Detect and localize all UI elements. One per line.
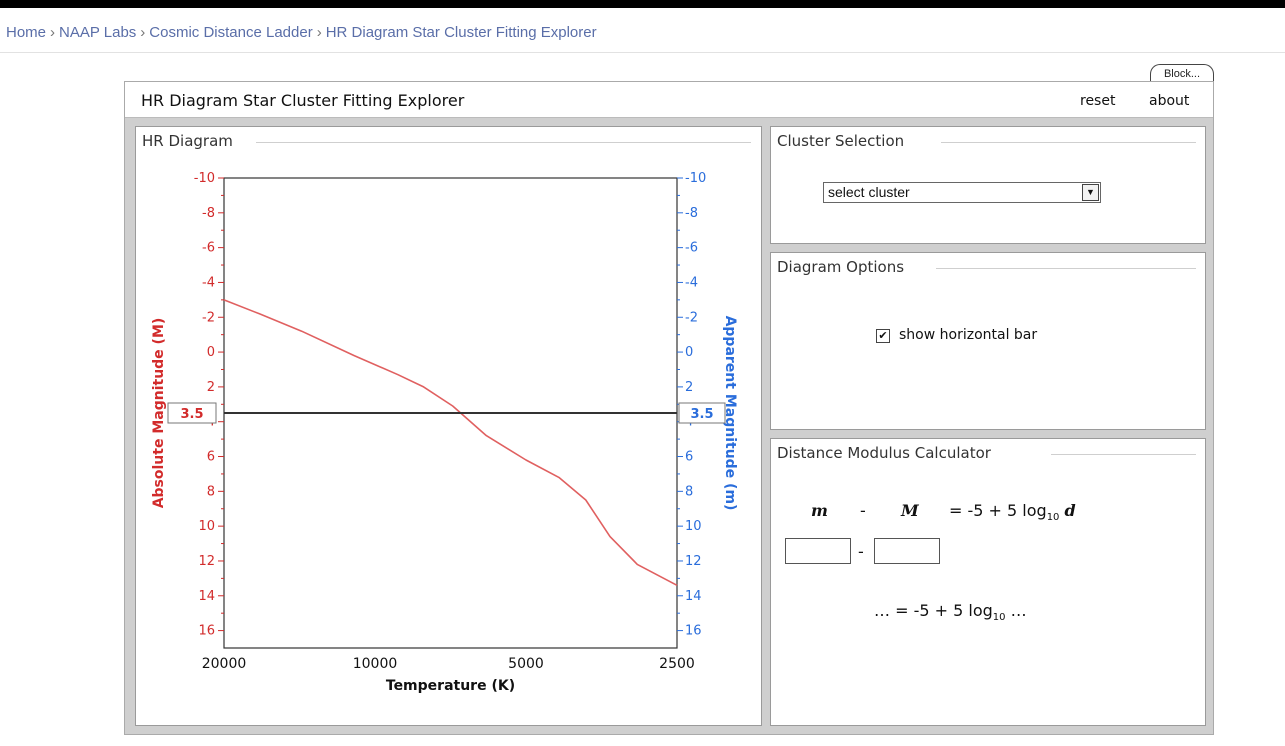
breadcrumb: Home › NAAP Labs › Cosmic Distance Ladder › HR… [6, 24, 597, 41]
y-tick-label-right: -8 [685, 206, 698, 221]
y-tick-label-left: 12 [198, 554, 215, 569]
simulator-window: HR Diagram Star Cluster Fitting Explorer… [124, 81, 1214, 735]
y-tick-label-left: 16 [198, 624, 215, 639]
y-tick-label-left: 8 [207, 484, 215, 499]
about-button[interactable]: about [1149, 93, 1190, 109]
x-tick-label: 10000 [353, 656, 398, 672]
panel-header-rule [936, 268, 1196, 269]
apparent-magnitude-input[interactable] [785, 538, 851, 564]
cluster-select[interactable]: select cluster ▼ [823, 182, 1101, 203]
y-tick-label-left: -4 [202, 275, 215, 290]
breadcrumb-current: HR Diagram Star Cluster Fitting Explorer [325, 24, 597, 41]
inputs-minus: - [858, 542, 864, 561]
x-tick-label: 5000 [508, 656, 544, 672]
hr-diagram-chart[interactable]: -10-8-6-4-20246810121416-10-8-6-4-202468… [136, 127, 763, 727]
breadcrumb-divider [0, 52, 1285, 53]
y-tick-label-left: -10 [194, 171, 215, 186]
y-axis-label-right: Apparent Magnitude (m) [722, 316, 738, 511]
distance-modulus-title: Distance Modulus Calculator [777, 444, 997, 462]
distance-modulus-panel: Distance Modulus Calculator m - M = -5 +… [770, 438, 1206, 726]
cluster-selection-title: Cluster Selection [777, 132, 911, 150]
hr-diagram-panel-title: HR Diagram [142, 132, 239, 150]
chevron-down-icon[interactable]: ▼ [1082, 184, 1099, 201]
y-tick-label-right: -2 [685, 310, 698, 325]
formula-distance-d: d [1064, 501, 1076, 520]
formula-rhs: = -5 + 5 log10 d [949, 501, 1076, 523]
show-horizontal-bar-checkbox[interactable]: ✔ [876, 329, 890, 343]
y-tick-label-right: 14 [685, 589, 702, 604]
top-black-bar [0, 0, 1285, 8]
cluster-select-value: select cluster [828, 184, 910, 200]
reset-button[interactable]: reset [1080, 93, 1116, 109]
y-tick-label-right: -10 [685, 171, 706, 186]
simulator-titlebar: HR Diagram Star Cluster Fitting Explorer… [125, 82, 1213, 118]
y-tick-label-left: 6 [207, 450, 215, 465]
formula-absolute-M: M [901, 501, 919, 520]
result-log-subscript: 10 [992, 612, 1006, 624]
breadcrumb-separator: › [316, 24, 322, 41]
result-prefix: … = -5 + 5 log [874, 601, 993, 620]
panel-header-rule [1051, 454, 1196, 455]
absolute-magnitude-input[interactable] [874, 538, 940, 564]
formula-log-subscript: 10 [1046, 512, 1060, 524]
horizontal-bar-left-value: 3.5 [180, 407, 203, 422]
result-suffix: … [1005, 601, 1027, 620]
breadcrumb-cosmic-distance-ladder[interactable]: Cosmic Distance Ladder [149, 24, 313, 41]
y-tick-label-left: -6 [202, 241, 215, 256]
x-tick-label: 2500 [659, 656, 695, 672]
horizontal-bar-right-value: 3.5 [690, 407, 713, 422]
y-tick-label-left: 10 [198, 519, 215, 534]
show-horizontal-bar-label[interactable]: show horizontal bar [899, 327, 1038, 343]
y-tick-label-right: 8 [685, 484, 693, 499]
y-tick-label-left: -2 [202, 310, 215, 325]
y-tick-label-right: 10 [685, 519, 702, 534]
diagram-options-title: Diagram Options [777, 258, 911, 276]
distance-modulus-result: … = -5 + 5 log10 … [874, 601, 1027, 623]
y-tick-label-right: -4 [685, 275, 698, 290]
panel-header-rule [941, 142, 1196, 143]
breadcrumb-separator: › [140, 24, 146, 41]
distance-modulus-formula: m - M = -5 + 5 log10 d [771, 501, 1207, 525]
y-tick-label-right: 6 [685, 450, 693, 465]
main-sequence-line [223, 299, 678, 587]
diagram-options-panel: Diagram Options ✔ show horizontal bar [770, 252, 1206, 430]
x-axis-label: Temperature (K) [386, 678, 515, 694]
y-tick-label-left: 14 [198, 589, 215, 604]
formula-minus: - [860, 501, 866, 520]
formula-rhs-text: = -5 + 5 log [949, 501, 1047, 520]
horizontal-bar-left-box [167, 402, 217, 424]
formula-apparent-m: m [811, 501, 828, 520]
hr-diagram-panel: HR Diagram -10-8-6-4-20246810121416-10-8… [135, 126, 762, 726]
y-tick-label-right: 0 [685, 345, 693, 360]
y-tick-label-left: 0 [207, 345, 215, 360]
y-tick-label-left: -8 [202, 206, 215, 221]
y-axis-label-left: Absolute Magnitude (M) [151, 318, 167, 509]
y-tick-label-right: 12 [685, 554, 702, 569]
simulator-title: HR Diagram Star Cluster Fitting Explorer [141, 91, 465, 110]
y-tick-label-right: 2 [685, 380, 693, 395]
y-tick-label-right: 16 [685, 624, 702, 639]
cluster-selection-panel: Cluster Selection select cluster ▼ [770, 126, 1206, 244]
block-plugin-tab[interactable]: Block... [1150, 64, 1214, 84]
y-tick-label-right: -6 [685, 241, 698, 256]
horizontal-bar-right-box [678, 402, 726, 424]
x-tick-label: 20000 [202, 656, 247, 672]
panel-header-rule [256, 142, 751, 143]
breadcrumb-naap-labs[interactable]: NAAP Labs [59, 24, 137, 41]
breadcrumb-home[interactable]: Home [6, 24, 47, 41]
breadcrumb-separator: › [50, 24, 56, 41]
y-tick-label-left: 2 [207, 380, 215, 395]
